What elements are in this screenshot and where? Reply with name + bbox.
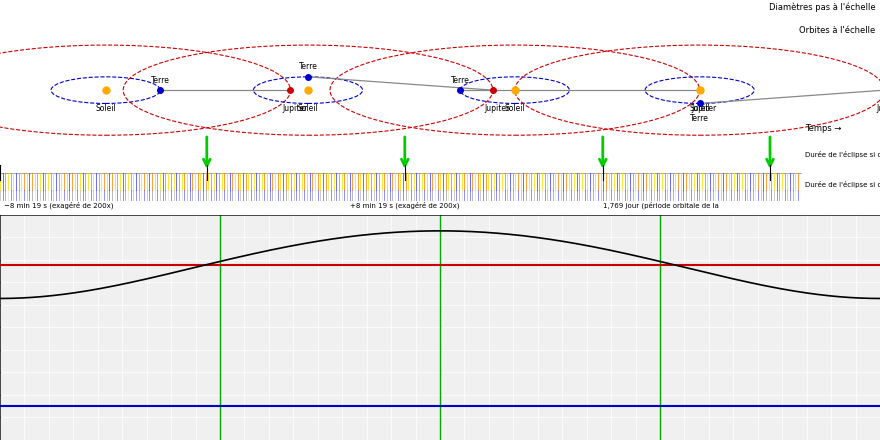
Text: Soleil: Soleil [504, 104, 525, 113]
Text: Orbites à l'échelle: Orbites à l'échelle [799, 26, 876, 35]
Text: Durée de l'éclipse si observée de la Terre: Durée de l'éclipse si observée de la Ter… [805, 181, 880, 188]
Text: −8 min 19 s (exagéré de 200x): −8 min 19 s (exagéré de 200x) [4, 202, 114, 209]
Text: Temps →: Temps → [805, 124, 841, 133]
Text: Jupiter: Jupiter [485, 104, 510, 113]
Text: Terre: Terre [150, 76, 170, 85]
Text: 1,769 jour (période orbitale de la: 1,769 jour (période orbitale de la [603, 202, 719, 209]
Text: Diamètres pas à l'échelle: Diamètres pas à l'échelle [769, 2, 876, 11]
Text: Soleil: Soleil [689, 104, 710, 113]
Text: Terre: Terre [690, 114, 709, 123]
Text: Soleil: Soleil [95, 104, 116, 113]
Text: Durée entre les deux plus courtes distances Terre-Jupiter (approximativement 1 a: Durée entre les deux plus courtes distan… [224, 242, 577, 252]
Text: Jupiter: Jupiter [282, 104, 307, 113]
Text: Terre: Terre [298, 62, 318, 71]
Text: Durée de l'éclipse si observée du Soleil: Durée de l'éclipse si observée du Soleil [805, 151, 880, 158]
Text: Terre: Terre [451, 76, 470, 85]
Text: Jupiter: Jupiter [692, 104, 716, 113]
Text: Soleil: Soleil [297, 104, 319, 113]
Text: Jupiter: Jupiter [876, 104, 880, 113]
Text: +8 min 19 s (exagéré de 200x): +8 min 19 s (exagéré de 200x) [350, 202, 459, 209]
